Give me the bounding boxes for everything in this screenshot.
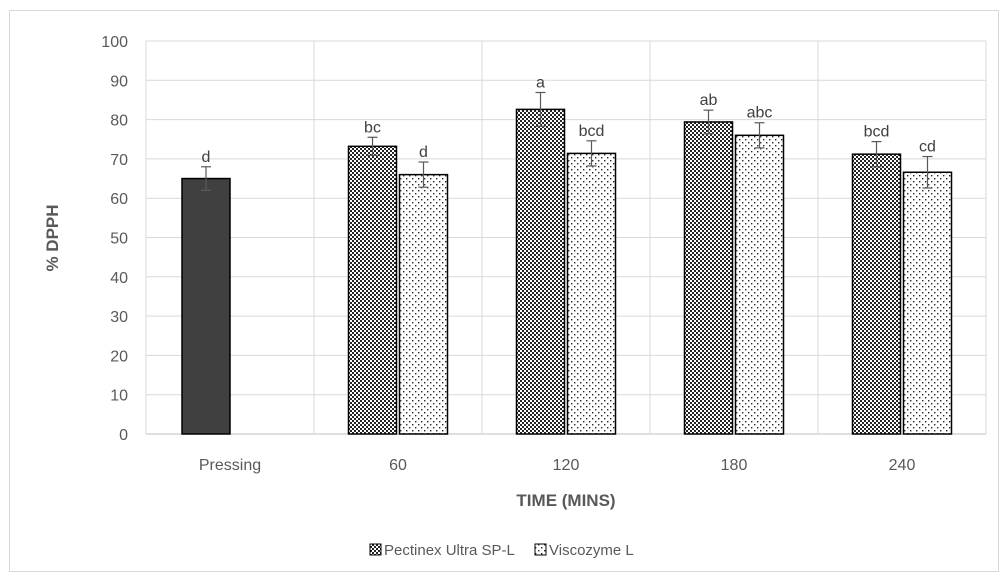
- y-tick-label: 40: [110, 270, 128, 287]
- y-tick-label: 50: [110, 231, 128, 248]
- bar-viscozyme-240: [902, 171, 953, 435]
- y-tick-label: 80: [110, 113, 128, 130]
- bar-viscozyme-120: [566, 152, 617, 435]
- x-tick-label: 240: [889, 457, 916, 474]
- y-tick-label: 30: [110, 309, 128, 326]
- x-tick-label: 60: [389, 457, 407, 474]
- x-tick-label: Pressing: [199, 457, 261, 474]
- y-tick-label: 90: [110, 73, 128, 90]
- legend-swatch-pectinex: [369, 543, 382, 556]
- significance-label: bcd: [864, 124, 890, 141]
- bar-pectinex-240: [851, 153, 902, 435]
- y-tick-label: 20: [110, 348, 128, 365]
- x-axis-title: TIME (MINS): [516, 491, 615, 510]
- x-axis-ticks: Pressing 60 120 180 240: [199, 457, 916, 474]
- bars: [181, 108, 953, 435]
- bar-pectinex-120: [515, 108, 566, 435]
- bar-pectinex-60: [347, 145, 398, 435]
- y-tick-label: 10: [110, 388, 128, 405]
- legend-label-viscozyme: Viscozyme L: [549, 542, 634, 559]
- y-axis-ticks: 0 10 20 30 40 50 60 70 80 90 100: [101, 34, 128, 444]
- significance-label: cd: [919, 139, 936, 156]
- y-tick-label: 100: [101, 34, 128, 51]
- bar-pectinex-180: [683, 121, 734, 435]
- y-axis-title: % DPPH: [43, 204, 62, 271]
- x-tick-label: 120: [553, 457, 580, 474]
- bar-pectinex-Pressing: [181, 177, 231, 435]
- y-tick-label: 70: [110, 152, 128, 169]
- error-bars: [201, 91, 933, 191]
- significance-label: ab: [700, 92, 718, 109]
- legend-swatch-viscozyme: [534, 543, 547, 556]
- y-tick-label: 60: [110, 191, 128, 208]
- bar-viscozyme-180: [734, 134, 785, 435]
- significance-label: bcd: [579, 123, 605, 140]
- significance-label: bc: [364, 119, 381, 136]
- chart-frame: [9, 10, 999, 572]
- gridlines: [145, 40, 987, 435]
- legend-label-pectinex: Pectinex Ultra SP-L: [384, 542, 515, 559]
- y-tick-label: 0: [119, 427, 128, 444]
- significance-label: d: [202, 149, 211, 166]
- bar-viscozyme-60: [398, 173, 449, 435]
- significance-label: d: [419, 144, 428, 161]
- x-tick-label: 180: [721, 457, 748, 474]
- significance-label: a: [536, 74, 545, 91]
- legend: Pectinex Ultra SP-L Viscozyme L: [369, 542, 634, 559]
- significance-label: abc: [747, 105, 773, 122]
